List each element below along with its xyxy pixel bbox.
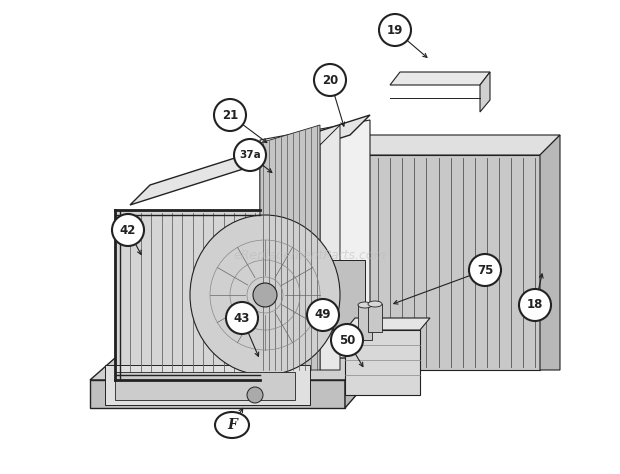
Circle shape xyxy=(469,254,501,286)
Text: 18: 18 xyxy=(527,299,543,311)
Ellipse shape xyxy=(368,301,382,307)
Polygon shape xyxy=(130,115,370,205)
Circle shape xyxy=(253,283,277,307)
Circle shape xyxy=(226,302,258,334)
Polygon shape xyxy=(260,125,320,370)
Polygon shape xyxy=(345,318,430,330)
Text: 19: 19 xyxy=(387,24,403,36)
Circle shape xyxy=(112,214,144,246)
Text: 37a: 37a xyxy=(239,150,261,160)
Circle shape xyxy=(214,99,246,131)
Text: 50: 50 xyxy=(339,334,355,346)
Text: 43: 43 xyxy=(234,311,250,325)
Text: eReplacementParts.com: eReplacementParts.com xyxy=(234,248,386,262)
Text: F: F xyxy=(227,418,237,432)
Polygon shape xyxy=(480,72,490,112)
Polygon shape xyxy=(368,304,382,332)
Polygon shape xyxy=(390,72,490,85)
Ellipse shape xyxy=(215,412,249,438)
Ellipse shape xyxy=(358,302,372,308)
Circle shape xyxy=(247,387,263,403)
Text: 20: 20 xyxy=(322,73,338,86)
Ellipse shape xyxy=(190,215,340,375)
Polygon shape xyxy=(260,120,370,370)
Circle shape xyxy=(331,324,363,356)
Polygon shape xyxy=(310,260,365,330)
Polygon shape xyxy=(320,125,340,370)
Text: 75: 75 xyxy=(477,264,493,276)
Polygon shape xyxy=(345,358,365,408)
Circle shape xyxy=(379,14,411,46)
Text: 42: 42 xyxy=(120,224,136,237)
Circle shape xyxy=(307,299,339,331)
Polygon shape xyxy=(115,372,295,400)
Polygon shape xyxy=(540,135,560,370)
Text: 49: 49 xyxy=(315,309,331,321)
Polygon shape xyxy=(115,350,345,370)
Polygon shape xyxy=(325,155,540,370)
Polygon shape xyxy=(325,135,560,155)
Polygon shape xyxy=(105,365,310,405)
Text: 21: 21 xyxy=(222,109,238,121)
Circle shape xyxy=(314,64,346,96)
Circle shape xyxy=(519,289,551,321)
Polygon shape xyxy=(345,330,420,395)
Polygon shape xyxy=(90,358,365,380)
Polygon shape xyxy=(115,210,260,380)
Polygon shape xyxy=(358,305,372,340)
Circle shape xyxy=(234,139,266,171)
Polygon shape xyxy=(90,380,345,408)
